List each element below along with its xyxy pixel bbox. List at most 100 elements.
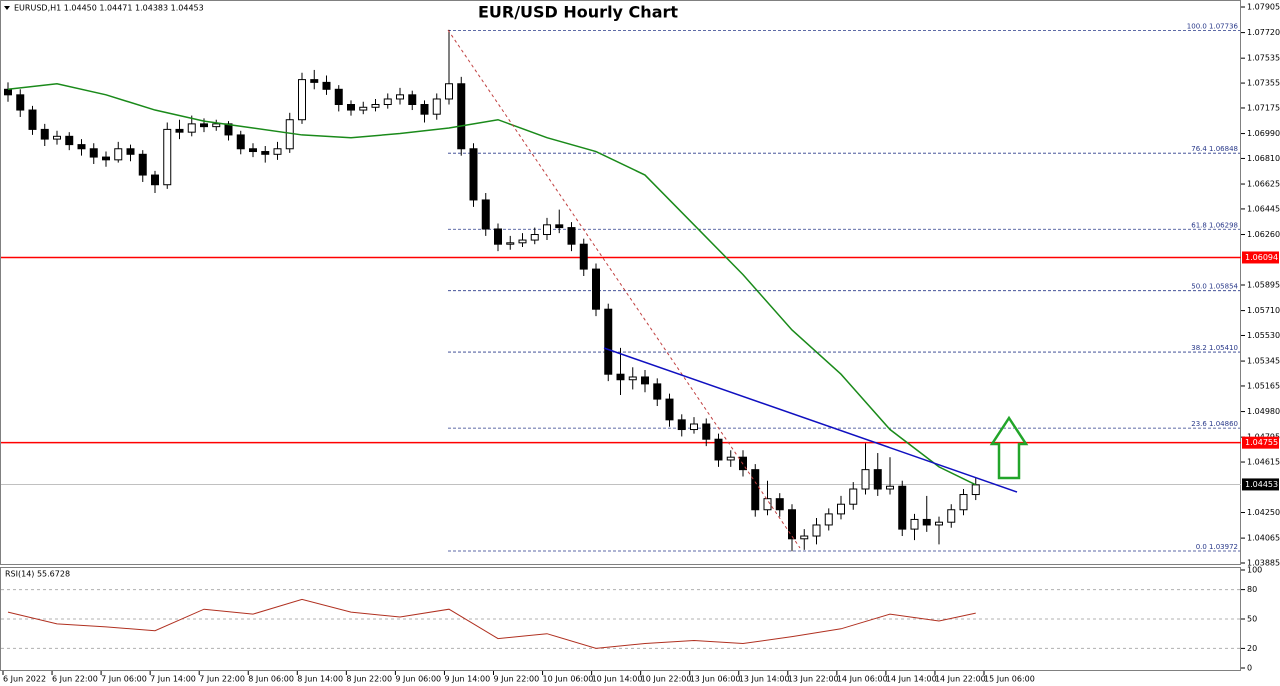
candle-body — [200, 123, 208, 128]
candle-body — [702, 423, 711, 440]
header: EURUSD,H1 1.04450 1.04471 1.04383 1.0445… — [14, 4, 204, 13]
candle-body — [273, 148, 282, 155]
x-tick-label: 8 Jun 06:00 — [248, 675, 294, 684]
candle-body — [469, 148, 478, 201]
candle-body — [567, 227, 576, 245]
candle-body — [922, 518, 931, 526]
rsi-tick-label: 50 — [1247, 615, 1257, 624]
x-tick-label: 14 Jun 22:00 — [935, 675, 986, 684]
y-tick-label: 1.05895 — [1247, 281, 1280, 290]
candle-body — [592, 268, 600, 310]
candle-body — [518, 239, 527, 244]
candle-body — [812, 524, 821, 537]
candle-body — [763, 498, 772, 511]
candle-body — [775, 498, 784, 511]
candle-body — [396, 94, 404, 100]
y-tick-label: 1.04615 — [1247, 458, 1280, 467]
x-tick-label: 9 Jun 06:00 — [395, 675, 441, 684]
price-level-label: 1.04453 — [1245, 480, 1278, 489]
candle-body — [408, 94, 417, 106]
candle-body — [579, 243, 588, 270]
trend-line — [603, 347, 1018, 493]
y-tick-label: 1.07720 — [1247, 28, 1280, 37]
candle-body — [886, 485, 894, 490]
candle-body — [53, 135, 61, 140]
candle-body — [114, 148, 123, 161]
candle-body — [298, 79, 306, 121]
candle-body — [971, 484, 980, 496]
y-tick-label: 1.04065 — [1247, 534, 1280, 543]
x-tick-label: 7 Jun 06:00 — [101, 675, 147, 684]
x-tick-label: 13 Jun 06:00 — [690, 675, 741, 684]
candle-body — [4, 88, 12, 96]
candle-body — [212, 123, 221, 128]
fib-label: 76.4 1.06848 — [1191, 145, 1238, 153]
candle-body — [494, 228, 502, 245]
candle-body — [334, 88, 343, 106]
y-tick-label: 1.05710 — [1247, 306, 1280, 315]
fib-label: 50.0 1.05854 — [1191, 283, 1238, 291]
x-tick-label: 10 Jun 06:00 — [543, 675, 594, 684]
rsi-label: RSI(14) 55.6728 — [5, 570, 70, 579]
candle-body — [616, 373, 625, 381]
candle-body — [175, 128, 184, 133]
candle-body — [947, 509, 956, 523]
candle-body — [261, 151, 270, 155]
candle-body — [383, 98, 392, 106]
fib-label: 61.8 1.06298 — [1191, 221, 1238, 229]
candle-body — [824, 513, 833, 526]
candle-body — [236, 134, 245, 150]
x-tick-label: 9 Jun 22:00 — [494, 675, 540, 684]
candle-body — [873, 469, 882, 490]
fib-diagonal — [447, 29, 801, 549]
x-tick-label: 7 Jun 22:00 — [199, 675, 245, 684]
x-tick-label: 8 Jun 22:00 — [346, 675, 392, 684]
candle-body — [89, 148, 98, 158]
fib-label: 38.2 1.05410 — [1191, 344, 1238, 352]
header-marker — [4, 6, 10, 10]
candle-body — [800, 535, 809, 540]
candle-body — [151, 174, 159, 186]
candle-body — [959, 494, 968, 511]
plot: 1.07905 1.07720 1.07535 1.07355 1.07175 1.069… — [1, 3, 1280, 684]
candle-body — [935, 521, 943, 526]
fib-label: 23.6 1.04860 — [1191, 420, 1238, 428]
candle-body — [837, 503, 845, 515]
candle-body — [628, 376, 637, 381]
y-tick-label: 1.03885 — [1247, 559, 1280, 568]
candle-body — [420, 104, 429, 115]
candle-body — [310, 79, 319, 83]
price-level-box — [1242, 436, 1279, 449]
y-tick-label: 1.06445 — [1247, 204, 1280, 213]
candle-body — [28, 109, 37, 130]
candle-body — [726, 456, 735, 461]
y-tick-label: 1.06625 — [1247, 180, 1280, 189]
y-tick-label: 1.07535 — [1247, 54, 1280, 63]
price-frame — [0, 0, 1241, 565]
candle-body — [138, 153, 147, 176]
moving-average — [7, 83, 977, 486]
candle-body — [359, 106, 368, 111]
candle-body — [641, 376, 649, 385]
price-level-label: 1.04755 — [1245, 438, 1278, 447]
x-tick-label: 7 Jun 14:00 — [150, 675, 196, 684]
candle-body — [445, 83, 453, 100]
candle-body — [40, 128, 49, 140]
x-tick-label: 9 Jun 14:00 — [444, 675, 490, 684]
candle-body — [481, 199, 490, 230]
candle-body — [187, 123, 196, 133]
candle-body — [714, 438, 723, 461]
y-tick-label: 1.07905 — [1247, 3, 1280, 12]
x-tick-label: 10 Jun 22:00 — [641, 675, 692, 684]
candle-body — [77, 144, 86, 150]
candle-body — [457, 83, 466, 150]
candle-body — [665, 398, 674, 421]
rsi-tick-label: 20 — [1247, 644, 1257, 653]
candle-body — [102, 156, 110, 161]
candle-body — [849, 488, 858, 505]
x-tick-label: 13 Jun 14:00 — [739, 675, 790, 684]
y-tick-label: 1.05530 — [1247, 331, 1280, 340]
chart-title: EUR/USD Hourly Chart — [478, 3, 678, 22]
y-tick-label: 1.06260 — [1247, 230, 1280, 239]
y-tick-label: 1.04250 — [1247, 508, 1280, 517]
